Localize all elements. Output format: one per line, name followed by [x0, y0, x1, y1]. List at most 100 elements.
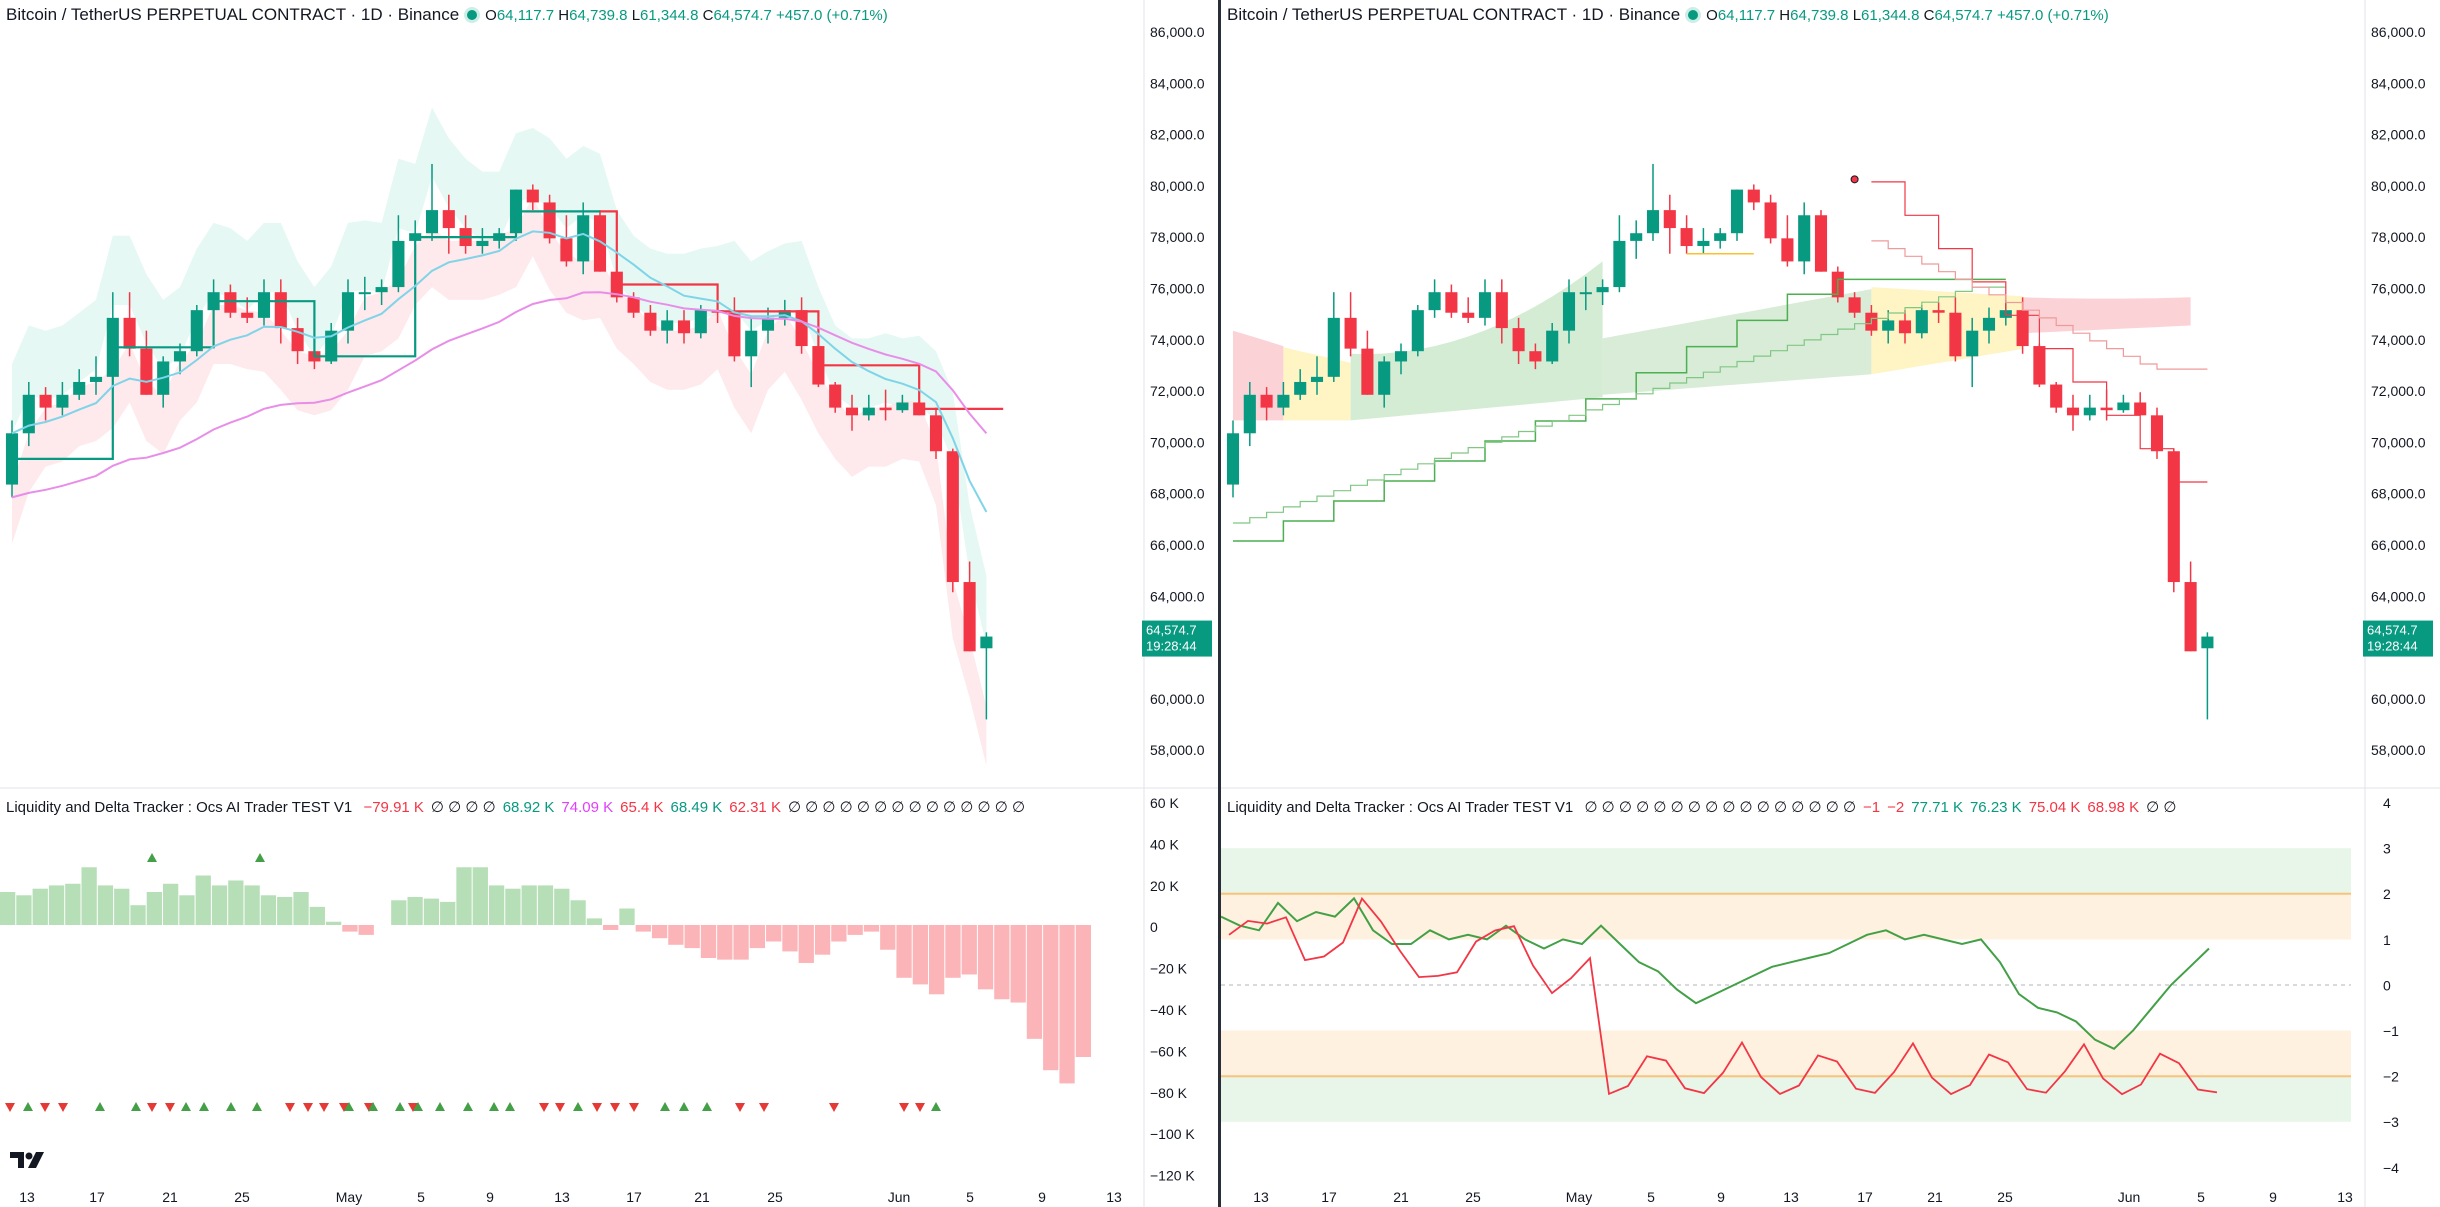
candle-body: [1646, 210, 1660, 234]
buy-marker-icon: [702, 1102, 712, 1111]
candle-body: [140, 348, 153, 395]
right-chart-pane[interactable]: 86,000.0 84,000.0 82,000.0 80,000.0 78,000.0…: [1218, 0, 2440, 1207]
price-tick-label: 64,000.0: [1150, 588, 1205, 604]
delta-histogram-bar: [179, 895, 195, 925]
sell-marker-icon: [58, 1103, 68, 1112]
candle-body: [1310, 376, 1324, 382]
delta-histogram-bar: [717, 925, 733, 960]
delta-histogram-bar: [0, 892, 16, 925]
delta-histogram-bar: [97, 885, 114, 925]
price-tick-label: 82,000.0: [2371, 127, 2426, 143]
price-tick-label: 58,000.0: [2371, 742, 2426, 758]
candle-body: [257, 292, 271, 318]
delta-histogram-bar: [929, 925, 945, 995]
time-tick-label: 13: [554, 1189, 570, 1205]
sell-marker-icon: [319, 1103, 329, 1112]
sell-marker-icon: [147, 1103, 157, 1112]
time-tick-label: 13: [1106, 1189, 1122, 1205]
buy-marker-icon: [181, 1102, 191, 1111]
right-indicator-title[interactable]: Liquidity and Delta Tracker : Ocs AI Tra…: [1227, 799, 1574, 816]
candle-body: [173, 351, 187, 362]
neutral-cloud: [1871, 287, 2023, 375]
high-label: H: [558, 6, 570, 24]
sell-marker-icon: [539, 1103, 549, 1112]
candle-body: [963, 582, 976, 652]
low-value: 61,344.8: [640, 6, 699, 24]
delta-histogram-bar: [162, 883, 179, 925]
buy-marker-icon: [489, 1102, 499, 1111]
price-tick-label: 70,000.0: [1150, 434, 1205, 450]
indicator-tick-label: −20 K: [1150, 961, 1188, 977]
price-tick-label: 68,000.0: [2371, 486, 2426, 502]
candle-body: [661, 320, 674, 331]
candle-body: [929, 415, 943, 452]
sell-marker-icon: [285, 1103, 295, 1112]
time-tick-label: 25: [767, 1189, 783, 1205]
buy-marker-icon: [679, 1102, 689, 1111]
right-indicator-legend[interactable]: Liquidity and Delta Tracker : Ocs AI Tra…: [1227, 798, 2176, 816]
candle-body: [1966, 330, 1979, 357]
candle-body: [1697, 240, 1710, 247]
sell-marker-icon: [735, 1103, 745, 1112]
bar-countdown: 19:28:44: [2367, 639, 2418, 654]
buy-marker-icon: [147, 853, 157, 862]
delta-histogram-bar: [749, 925, 766, 949]
price-tick-label: 64,000.0: [2371, 588, 2426, 604]
time-tick-label: 9: [2269, 1189, 2277, 1205]
buy-marker-icon: [131, 1102, 141, 1111]
right-ohlc-values: O64,117.7 H64,739.8 L61,344.8 C64,574.7 …: [1706, 7, 2109, 24]
left-symbol-title[interactable]: Bitcoin / TetherUS PERPETUAL CONTRACT · …: [6, 5, 460, 24]
left-chart-canvas[interactable]: 86,000.0 84,000.0 82,000.0 80,000.0 78,000.0…: [0, 0, 1218, 1207]
candle-body: [1378, 361, 1391, 395]
indicator-tick-label: 0: [1150, 919, 1158, 935]
tradingview-logo-icon[interactable]: [10, 1150, 46, 1170]
buy-marker-icon: [573, 1102, 583, 1111]
price-tick-label: 82,000.0: [1150, 127, 1205, 143]
candle-body: [2117, 402, 2130, 411]
left-chart-pane[interactable]: 86,000.0 84,000.0 82,000.0 80,000.0 78,000.0…: [0, 0, 1218, 1207]
right-indicator-value-1: −1: [1863, 799, 1881, 816]
delta-histogram-bar: [81, 867, 97, 925]
right-indicator-value-6: 68.98 K: [2087, 799, 2140, 816]
time-tick-label: 13: [19, 1189, 35, 1205]
time-tick-label: 13: [1253, 1189, 1269, 1205]
candle-body: [1478, 292, 1492, 318]
candle-body: [1630, 233, 1643, 241]
market-open-icon: [467, 10, 478, 20]
right-chart-canvas[interactable]: 86,000.0 84,000.0 82,000.0 80,000.0 78,000.0…: [1221, 0, 2440, 1207]
candle-body: [392, 240, 405, 288]
delta-histogram-bar: [391, 900, 407, 925]
left-indicator-value-3: 74.09 K: [561, 799, 614, 816]
candle-body: [1394, 351, 1408, 362]
left-indicator-title[interactable]: Liquidity and Delta Tracker : Ocs AI Tra…: [6, 799, 353, 816]
delta-histogram-bar: [32, 888, 48, 925]
time-tick-label: 5: [966, 1189, 974, 1205]
left-indicator-legend[interactable]: Liquidity and Delta Tracker : Ocs AI Tra…: [6, 798, 1025, 816]
delta-histogram-bar: [537, 885, 554, 925]
price-tick-label: 74,000.0: [2371, 332, 2426, 348]
price-tick-label: 66,000.0: [2371, 537, 2426, 553]
delta-histogram-bar: [146, 892, 162, 925]
price-tick-label: 84,000.0: [2371, 75, 2426, 91]
candle-body: [2016, 310, 2029, 347]
delta-histogram-bar: [211, 885, 228, 925]
right-symbol-title[interactable]: Bitcoin / TetherUS PERPETUAL CONTRACT · …: [1227, 5, 1681, 24]
candle-body: [1663, 210, 1676, 229]
candle-body: [2201, 636, 2214, 649]
delta-histogram-bar: [994, 925, 1010, 1000]
sell-marker-icon: [303, 1103, 313, 1112]
support-step-line-2: [1233, 286, 2006, 524]
delta-histogram-bar: [798, 925, 814, 963]
indicator-tick-label: −40 K: [1150, 1002, 1188, 1018]
low-label: L: [631, 6, 641, 24]
candle-body: [1680, 228, 1693, 247]
indicator-tick-label: −4: [2383, 1160, 2399, 1176]
buy-marker-icon: [252, 1102, 262, 1111]
left-indicator-value-6: 62.31 K: [729, 799, 781, 816]
price-tick-label: 58,000.0: [1150, 742, 1205, 758]
candle-body: [980, 636, 993, 649]
delta-histogram-bar: [961, 925, 977, 975]
delta-histogram-bar: [570, 900, 586, 925]
price-tick-label: 86,000.0: [1150, 24, 1205, 40]
buy-marker-icon: [344, 1102, 354, 1111]
